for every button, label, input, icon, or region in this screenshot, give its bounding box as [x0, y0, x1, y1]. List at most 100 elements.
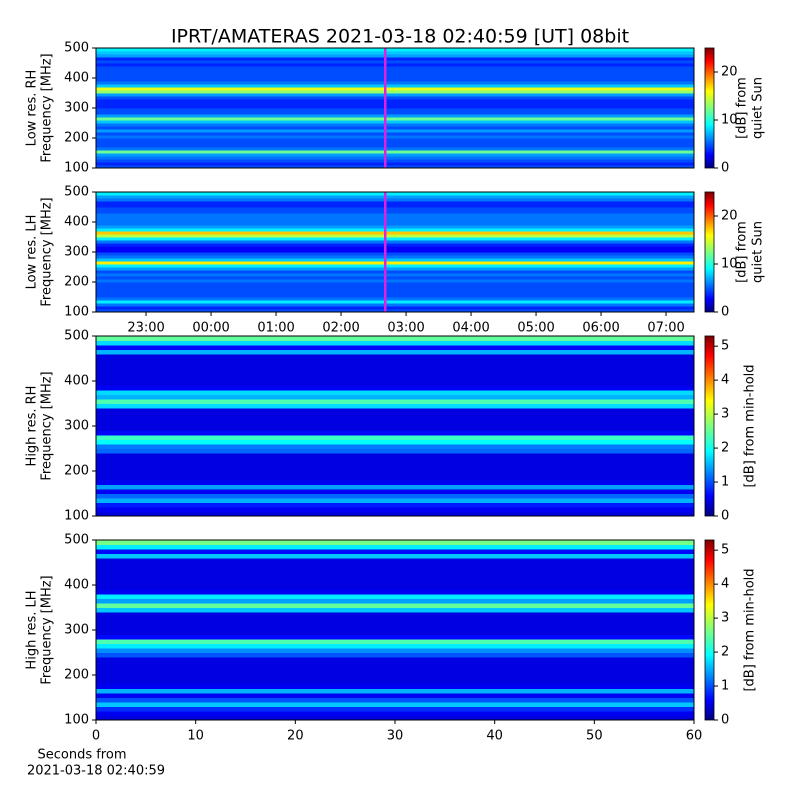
y-axis-label: High res. LH [25, 590, 40, 669]
colorbar-label: [dB] from min-hold [743, 568, 758, 691]
colorbar-tick-label: 4 [721, 373, 729, 388]
spectrum-band [96, 246, 694, 250]
spectrum-band [96, 108, 694, 112]
spectrum-band [96, 270, 694, 274]
spectrum-band [96, 648, 694, 653]
y-axis-label: Frequency [MHz] [40, 53, 55, 162]
spectrum-band [96, 390, 694, 395]
spectrum-band [96, 408, 694, 413]
spectrum-band [96, 93, 694, 97]
x-tick-label: 02:00 [322, 321, 359, 336]
spectrum-band [96, 72, 694, 76]
colorbar-tick-label: 2 [721, 645, 729, 660]
spectrum-band [96, 138, 694, 142]
colorbar-label: [dB] from [735, 221, 750, 283]
spectrum-band [96, 661, 694, 667]
spectrum-band [96, 156, 694, 160]
y-tick-label: 100 [64, 713, 89, 728]
spectrum-band [96, 675, 694, 680]
x-tick-label: 60 [686, 729, 703, 744]
spectrum-band [96, 132, 694, 136]
spectrum-band [96, 340, 694, 346]
spectrum-band [96, 198, 694, 202]
x-axis-label: 2021-03-18 02:40:59 [27, 764, 165, 779]
spectrum-band [96, 511, 694, 517]
spectrum-band [96, 625, 694, 631]
spectrum-band [96, 403, 694, 409]
spectrum-band [96, 162, 694, 166]
spectrum-band [96, 105, 694, 109]
x-tick-label: 07:00 [647, 321, 684, 336]
spectrum-band [96, 643, 694, 649]
spectrum-band [96, 60, 694, 64]
spectrum-band [96, 453, 694, 458]
colorbar-tick-label: 5 [721, 339, 729, 354]
colorbar-tick-label: 3 [721, 407, 729, 422]
spectrum-band [96, 466, 694, 472]
spectrum-band [96, 666, 694, 671]
colorbar-tick-label: 0 [721, 161, 729, 176]
spectrum-band [96, 207, 694, 211]
spectrum-band [96, 385, 694, 391]
spectrum-band [96, 571, 694, 577]
spectrum-band [96, 78, 694, 82]
x-tick-label: 30 [387, 729, 404, 744]
x-tick-label: 20 [287, 729, 304, 744]
spectrum-band [96, 634, 694, 640]
spectrum-band [96, 493, 694, 499]
spectrum-band [96, 580, 694, 586]
spectrum-band [96, 448, 694, 454]
spectrum-band [96, 276, 694, 280]
y-axis-label: Low res. LH [25, 215, 40, 290]
spectrum-band [96, 507, 694, 512]
spectrum-band [96, 430, 694, 436]
spectrum-band [96, 336, 694, 341]
x-tick-label: 0 [92, 729, 100, 744]
spectrum-band [96, 697, 694, 703]
spectrum-band [96, 240, 694, 244]
spectrum-band [96, 111, 694, 115]
spectrum-band [96, 639, 694, 644]
x-axis-label: Seconds from [37, 748, 126, 763]
spectrum-band [96, 234, 694, 238]
spectrum-band [96, 435, 694, 440]
spectrum-band [96, 688, 694, 694]
spectrum-band [96, 498, 694, 503]
spectrum-band [96, 715, 694, 721]
colorbar-tick-label: 0 [721, 713, 729, 728]
spectrum-band [96, 282, 694, 286]
spectrum-band [96, 267, 694, 271]
spectrum-band [96, 354, 694, 359]
colorbar-tick-label: 5 [721, 543, 729, 558]
spectrum-band [96, 153, 694, 157]
y-tick-label: 200 [64, 668, 89, 683]
spectrum-band [96, 252, 694, 256]
spectrum-band [96, 502, 694, 508]
colorbar-tick-label: 0 [721, 305, 729, 320]
spectrum-band [96, 594, 694, 599]
spectrum-band [96, 69, 694, 73]
spectrum-band [96, 258, 694, 262]
spectrum-band [96, 300, 694, 304]
spectrum-band [96, 120, 694, 124]
spectrum-band [96, 144, 694, 148]
y-tick-label: 500 [64, 329, 89, 344]
spectrum-band [96, 363, 694, 368]
spectrum-band [96, 228, 694, 232]
y-tick-label: 500 [64, 533, 89, 548]
spectrum-band [96, 394, 694, 400]
spectrum-band [96, 679, 694, 685]
spectrum-band [96, 150, 694, 154]
spectrum-band [96, 489, 694, 494]
y-axis-label: Frequency [MHz] [40, 371, 55, 480]
spectrum-band [96, 255, 694, 259]
spectrum-band [96, 87, 694, 91]
colorbar-tick-label: 20 [721, 209, 738, 224]
colorbar-tick-label: 1 [721, 475, 729, 490]
spectrum-band [96, 237, 694, 241]
colorbar-tick-label: 20 [721, 65, 738, 80]
colorbar-label: [dB] from [735, 77, 750, 139]
y-tick-label: 200 [64, 464, 89, 479]
spectrum-band [96, 345, 694, 350]
spectrum-band [96, 540, 694, 545]
